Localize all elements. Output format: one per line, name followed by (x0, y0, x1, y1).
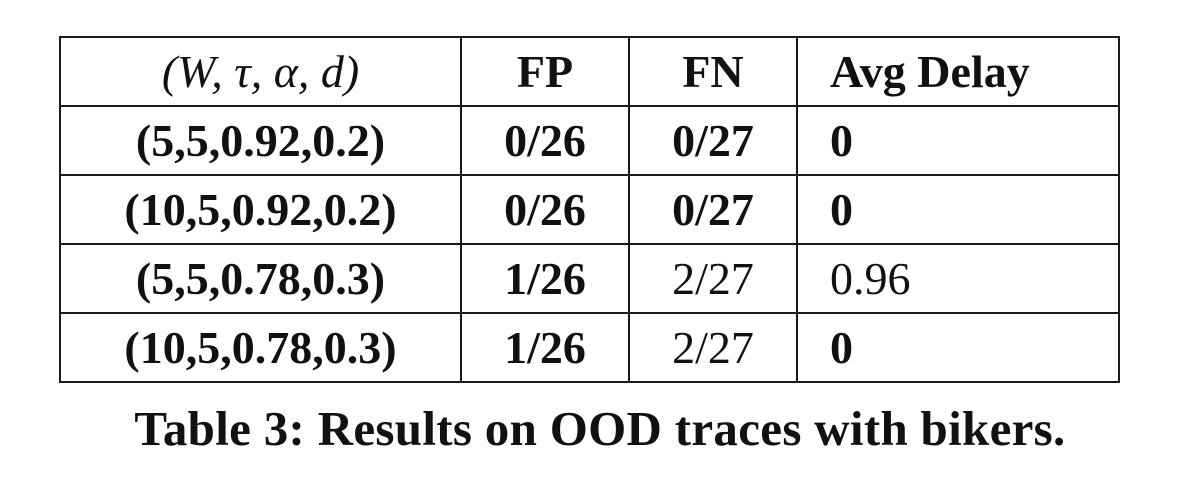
cell-params: (5,5,0.78,0.3) (59, 243, 462, 314)
cell-fp: 0/26 (460, 174, 630, 245)
cell-fn: 0/27 (628, 174, 798, 245)
cell-params: (10,5,0.92,0.2) (59, 174, 462, 245)
header-params: (W, τ, α, d) (59, 36, 462, 107)
table-header-row: (W, τ, α, d) FP FN Avg Delay (59, 36, 1120, 107)
cell-fn: 2/27 (628, 312, 798, 383)
cell-fn: 0/27 (628, 105, 798, 176)
cell-fn: 2/27 (628, 243, 798, 314)
cell-avg-delay: 0 (796, 105, 1120, 176)
table-row: (5,5,0.78,0.3) 1/26 2/27 0.96 (59, 243, 1120, 314)
header-avg-delay: Avg Delay (796, 36, 1120, 107)
table-caption: Table 3: Results on OOD traces with bike… (134, 401, 1066, 456)
cell-avg-delay: 0.96 (796, 243, 1120, 314)
table-row: (5,5,0.92,0.2) 0/26 0/27 0 (59, 105, 1120, 176)
cell-params: (10,5,0.78,0.3) (59, 312, 462, 383)
cell-fp: 1/26 (460, 312, 630, 383)
cell-avg-delay: 0 (796, 174, 1120, 245)
header-fn: FN (628, 36, 798, 107)
table-row: (10,5,0.92,0.2) 0/26 0/27 0 (59, 174, 1120, 245)
cell-params: (5,5,0.92,0.2) (59, 105, 462, 176)
header-fp: FP (460, 36, 630, 107)
cell-avg-delay: 0 (796, 312, 1120, 383)
table-row: (10,5,0.78,0.3) 1/26 2/27 0 (59, 312, 1120, 383)
results-table: (W, τ, α, d) FP FN Avg Delay (5,5,0.92,0… (59, 36, 1120, 383)
cell-fp: 1/26 (460, 243, 630, 314)
cell-fp: 0/26 (460, 105, 630, 176)
